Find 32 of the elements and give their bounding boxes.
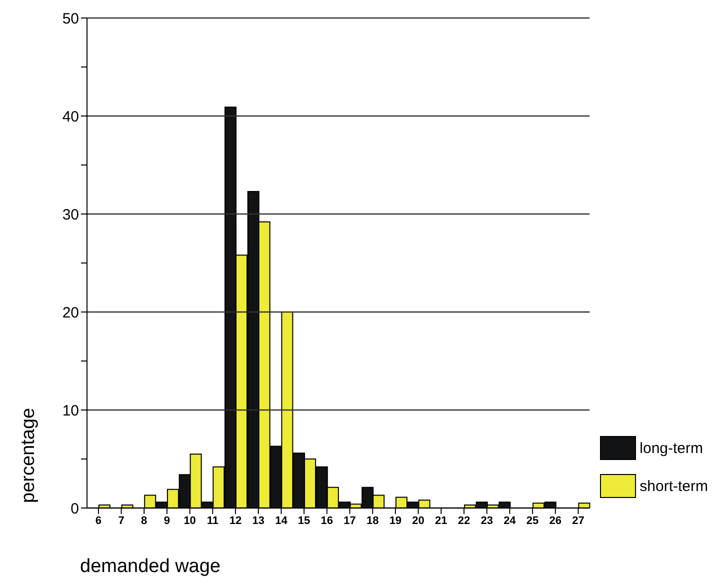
x-tick-label: 12 [229, 514, 242, 527]
x-axis-title: demanded wage [80, 556, 220, 578]
x-tick-label: 10 [184, 514, 196, 527]
x-tick-label: 7 [118, 514, 124, 527]
x-tick-label: 20 [412, 514, 424, 527]
x-tick-label: 17 [344, 514, 356, 527]
y-tick-label: 10 [62, 402, 79, 420]
y-axis-title: percentage [18, 408, 40, 503]
x-tick-label: 24 [504, 514, 517, 527]
x-tick-label: 23 [480, 514, 493, 527]
x-tick-label: 8 [141, 514, 148, 527]
x-tick-label: 6 [95, 514, 102, 527]
x-tick-label: 27 [572, 514, 584, 527]
legend-label: short-term [640, 478, 708, 494]
y-tick-label: 40 [62, 108, 79, 126]
x-tick-label: 21 [435, 514, 448, 527]
y-tick-label: 50 [62, 10, 79, 28]
x-tick-label: 25 [526, 514, 539, 527]
x-tick-label: 13 [252, 514, 264, 527]
x-tick-label: 26 [549, 514, 562, 527]
y-tick-label: 30 [62, 206, 79, 224]
x-tick-label: 14 [275, 514, 288, 527]
x-tick-label: 19 [389, 514, 402, 527]
legend-label: long-term [640, 440, 704, 456]
x-tick-label: 18 [366, 514, 379, 527]
x-tick-label: 22 [458, 514, 470, 527]
x-tick-label: 16 [320, 514, 334, 527]
y-tick-label: 20 [62, 304, 79, 322]
x-tick-label: 9 [164, 514, 170, 527]
x-tick-label: 15 [298, 514, 310, 527]
x-tick-label: 11 [206, 514, 218, 527]
y-tick-label: 0 [70, 500, 79, 518]
